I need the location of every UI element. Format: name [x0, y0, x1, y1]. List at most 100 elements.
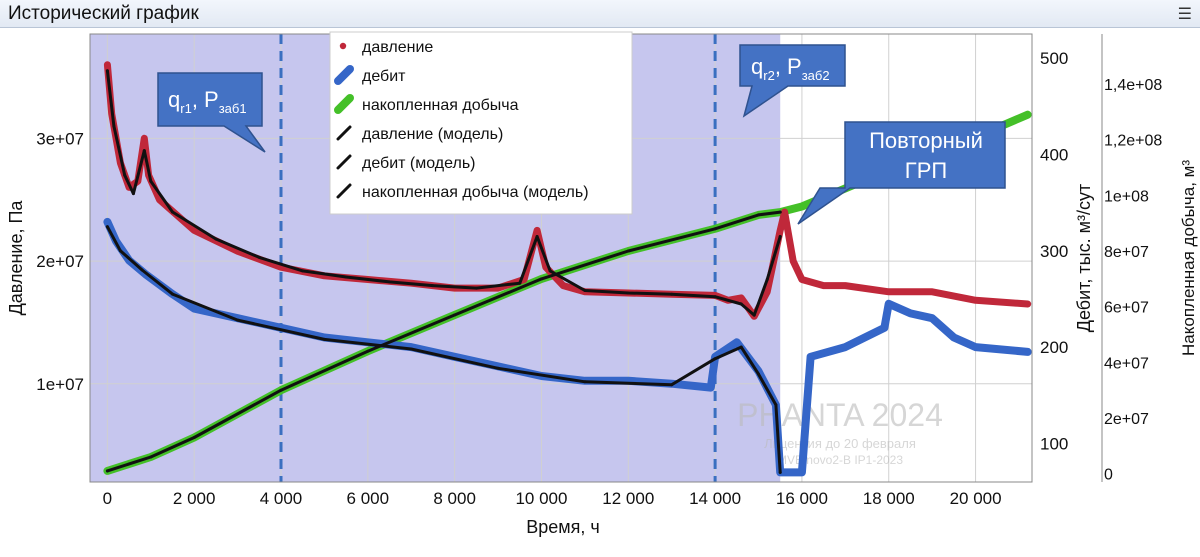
x-tick-label: 8 000: [433, 489, 476, 508]
point-series-5: [149, 455, 153, 459]
point-series-1: [104, 219, 110, 225]
point-series-1: [951, 335, 957, 340]
point-series-3: [301, 269, 305, 273]
point-series-0: [929, 289, 935, 295]
point-series-3: [171, 210, 174, 214]
y-right1-tick-label: 100: [1040, 434, 1068, 453]
svg-text:qr1, Pзаб1: qr1, Pзаб1: [168, 87, 247, 116]
y-right1-tick-label: 200: [1040, 338, 1068, 357]
legend-swatch: [336, 125, 352, 141]
point-series-5: [778, 210, 782, 214]
point-series-0: [738, 295, 744, 301]
legend-label: накопленная добыча: [362, 97, 519, 114]
watermark-line2: Лицензия до 20 февраля: [764, 436, 916, 451]
callout-repeat-grp: Повторный ГРП: [797, 121, 1006, 225]
point-series-3: [626, 291, 630, 295]
point-series-0: [157, 197, 162, 203]
callout-qr1: qr1, Pзаб1: [157, 72, 266, 153]
y-right2-tick-label: 0: [1104, 467, 1113, 484]
point-series-1: [708, 385, 714, 391]
point-series-4: [236, 318, 240, 322]
point-series-3: [131, 192, 135, 196]
window-title: Исторический график: [8, 3, 199, 24]
point-series-3: [214, 237, 218, 241]
x-tick-label: 0: [103, 489, 112, 508]
legend-swatch: [336, 154, 352, 170]
point-series-3: [149, 179, 153, 183]
y-right1-tick-label: 500: [1040, 49, 1068, 68]
point-series-5: [757, 213, 760, 217]
point-series-0: [886, 289, 892, 295]
y-left-tick-label: 2e+07: [36, 252, 84, 271]
dashed-markers: [279, 34, 717, 482]
point-series-4: [713, 357, 717, 361]
callout2-main2: , P: [775, 54, 802, 79]
point-series-1: [973, 344, 979, 350]
point-series-3: [431, 284, 435, 288]
point-series-0: [799, 277, 805, 282]
y-left-tick-label: 3e+07: [36, 129, 84, 148]
callout2-sub1: r2: [763, 68, 775, 83]
y-left-axis-label: Давление, Па: [6, 200, 26, 316]
point-series-1: [886, 301, 892, 307]
point-series-4: [409, 347, 413, 351]
point-series-3: [474, 286, 478, 290]
point-series-3: [752, 313, 756, 317]
point-series-5: [279, 388, 283, 392]
callout3-line2: ГРП: [905, 158, 947, 183]
point-series-4: [118, 249, 122, 253]
point-series-2: [799, 204, 805, 209]
point-series-1: [808, 354, 814, 360]
point-series-4: [322, 337, 326, 341]
point-series-3: [778, 235, 782, 238]
x-tick-label: 4 000: [260, 489, 303, 508]
y-right2-tick-label: 1,4e+08: [1104, 77, 1162, 94]
point-series-0: [1025, 301, 1031, 307]
callout1-sub1: r1: [180, 101, 192, 116]
point-series-3: [257, 255, 261, 259]
y-right2-tick-label: 1e+08: [1104, 188, 1149, 205]
x-tick-label: 14 000: [689, 489, 741, 508]
x-tick-label: 16 000: [776, 489, 828, 508]
point-series-0: [842, 283, 848, 289]
legend: давление дебит накопленная добыча давление …: [329, 31, 633, 215]
point-series-3: [535, 235, 539, 238]
y-right2-tick-label: 4e+07: [1104, 355, 1149, 372]
hamburger-menu-icon[interactable]: ☰: [1177, 6, 1192, 23]
point-series-3: [388, 280, 391, 284]
point-series-0: [782, 209, 788, 215]
point-series-3: [105, 69, 109, 73]
point-series-3: [765, 278, 769, 281]
watermark-line3: MVE novo2-B IP1-2023: [777, 453, 903, 467]
x-tick-label: 2 000: [173, 489, 216, 508]
point-series-3: [518, 281, 522, 285]
point-series-1: [881, 325, 887, 331]
point-series-0: [104, 62, 110, 68]
point-series-3: [670, 292, 674, 296]
point-series-5: [540, 277, 543, 281]
point-series-3: [739, 302, 743, 306]
legend-swatch: [339, 42, 347, 50]
y-right1-axis-label: Дебит, тыс. м³/сут: [1074, 184, 1094, 332]
point-series-3: [713, 295, 717, 299]
legend-label: дебит: [362, 68, 406, 85]
point-series-4: [739, 345, 743, 349]
point-series-4: [105, 225, 109, 229]
y-right1-tick-label: 300: [1040, 242, 1068, 261]
y-right2-tick-label: 6e+07: [1104, 300, 1149, 317]
legend-swatch: [336, 183, 352, 199]
legend-swatch: [334, 65, 354, 85]
legend-swatch: [334, 94, 354, 114]
point-series-5: [453, 313, 457, 317]
legend-label: давление: [362, 39, 433, 56]
point-series-5: [192, 436, 196, 439]
point-series-4: [583, 380, 587, 384]
legend-label: давление (модель): [362, 126, 503, 143]
history-chart[interactable]: PHANTA 2024 Лицензия до 20 февраля MVE n…: [0, 28, 1200, 557]
point-series-3: [112, 124, 116, 128]
point-series-0: [764, 289, 770, 295]
point-series-4: [774, 403, 778, 407]
watermark-line1: PHANTA 2024: [737, 397, 943, 433]
point-series-0: [191, 227, 197, 233]
callout1-main1: q: [168, 87, 180, 112]
